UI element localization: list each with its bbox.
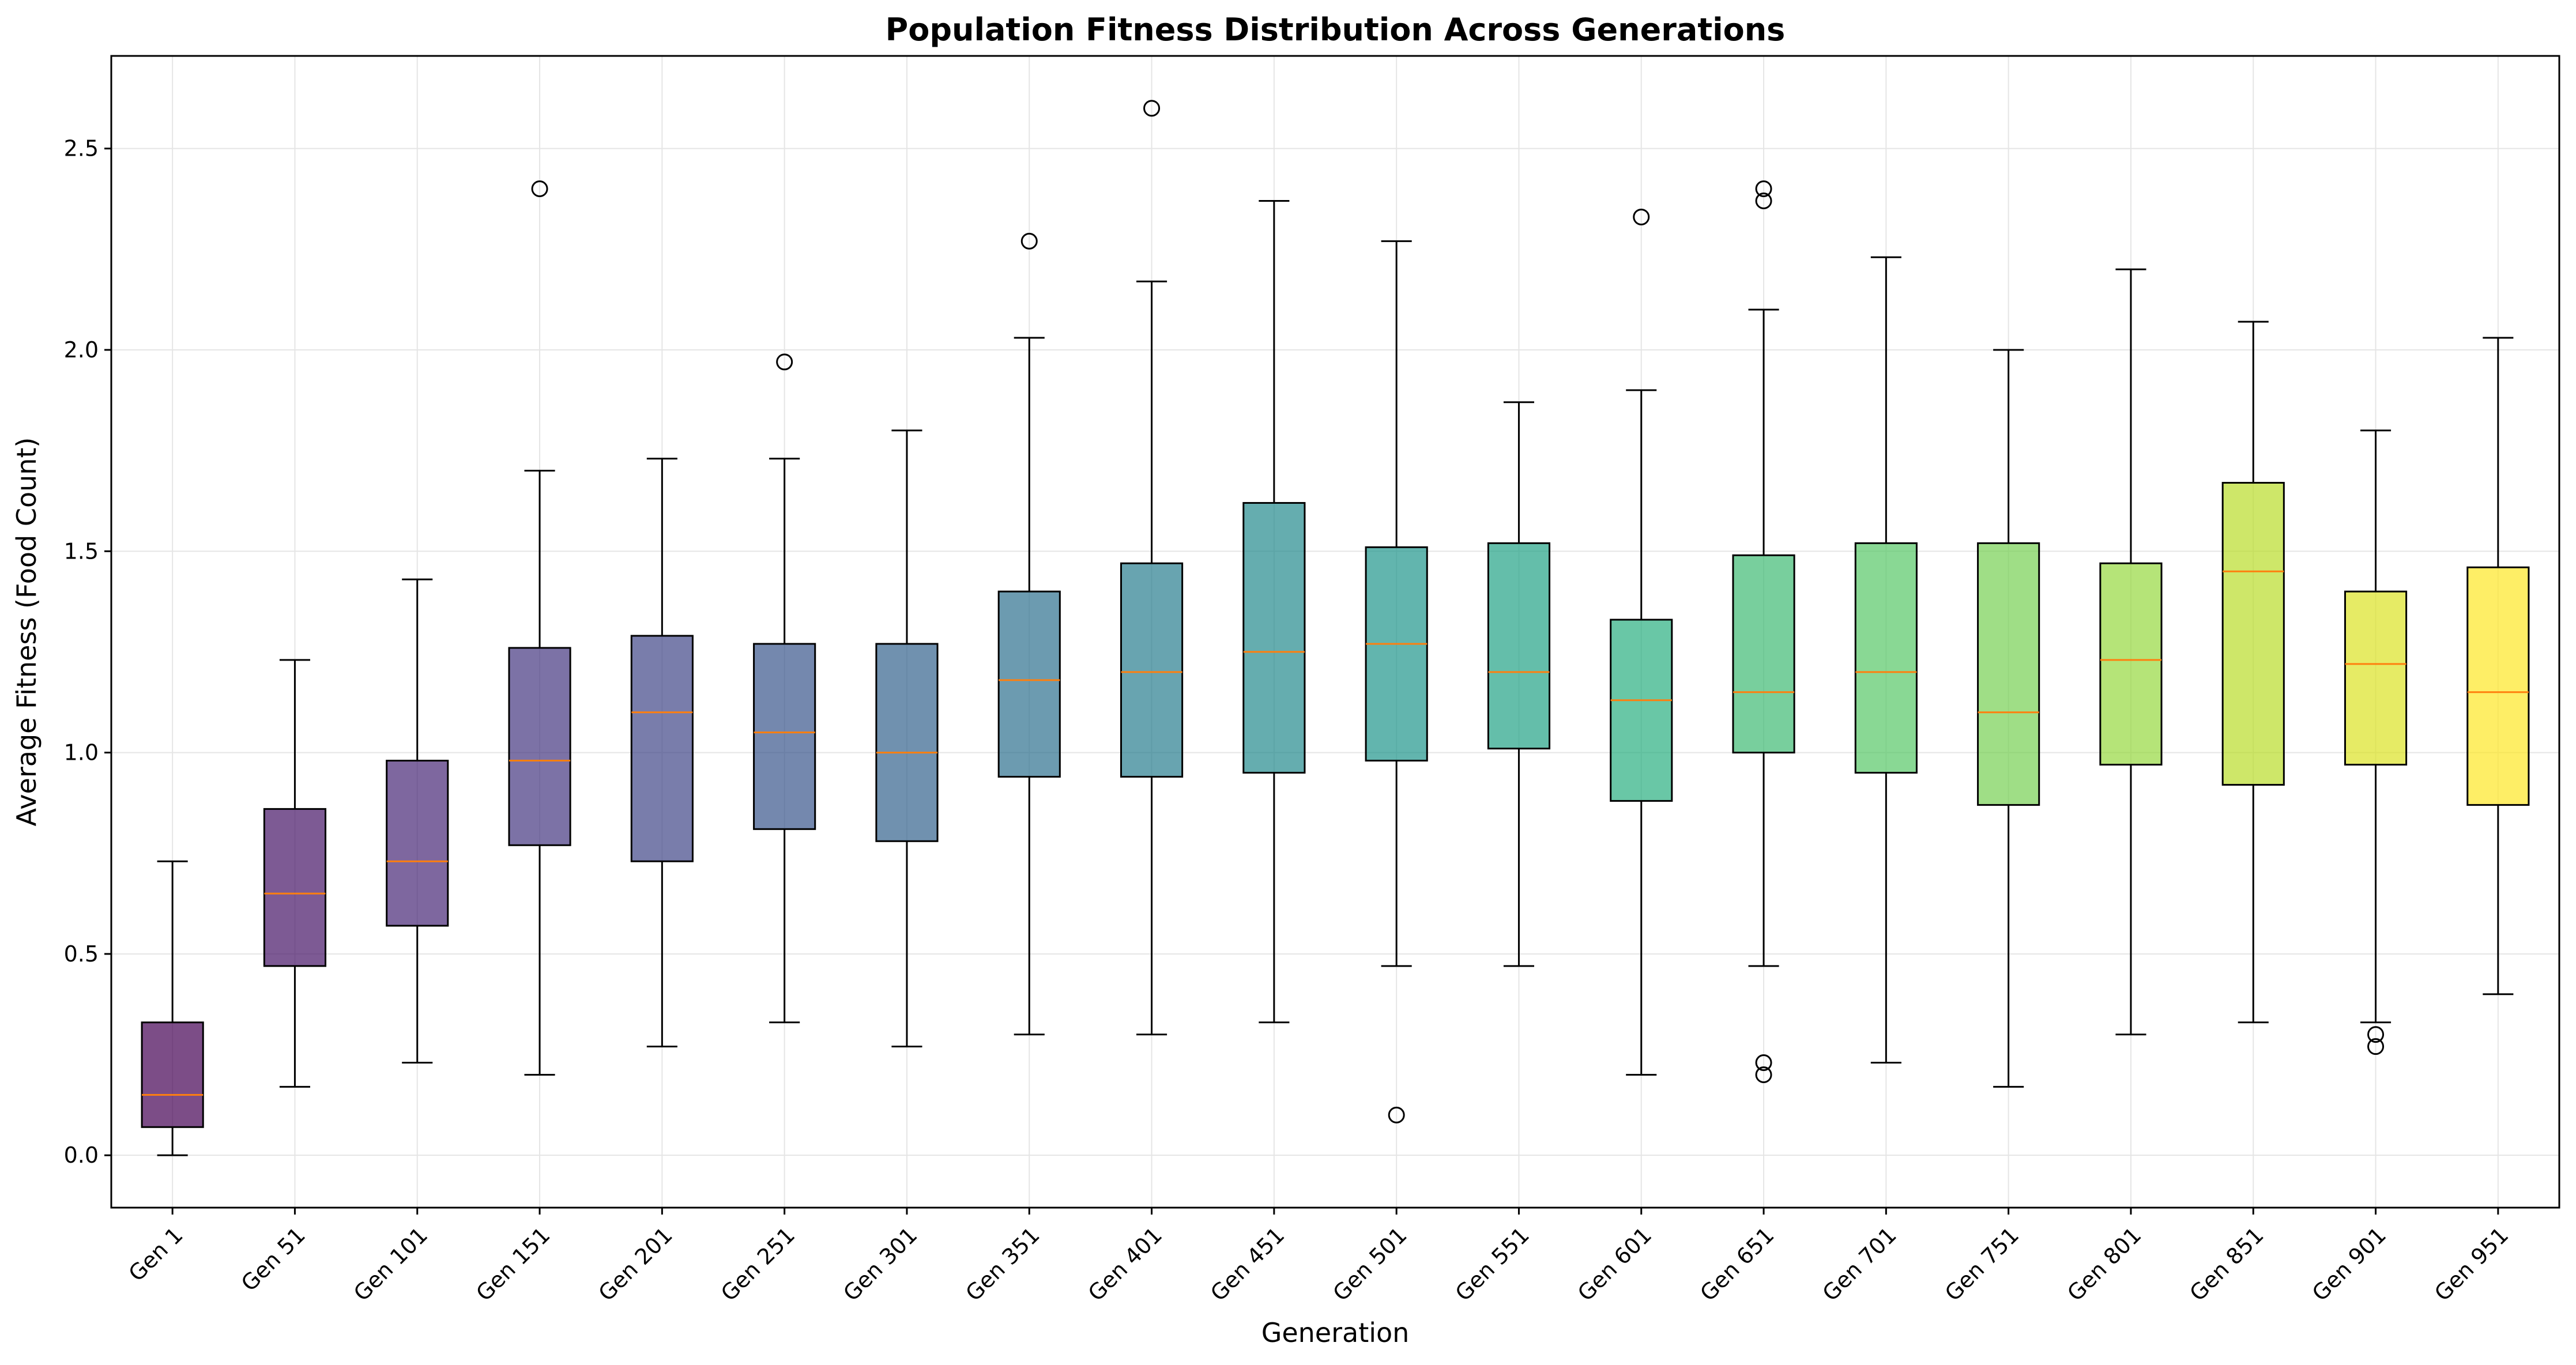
box-18 (2221, 320, 2285, 1024)
outlier-point (1755, 1054, 1772, 1072)
box-3 (386, 578, 449, 1064)
box-15 (1854, 256, 1918, 1064)
plot-area-background (111, 56, 2559, 1208)
box-14 (1732, 180, 1795, 1083)
box-body (1732, 554, 1795, 754)
box-body (2466, 566, 2530, 806)
outlier-point (1143, 100, 1161, 117)
box-2 (263, 659, 327, 1088)
box-body (1854, 542, 1918, 774)
box-body (1120, 562, 1184, 778)
box-body (753, 643, 816, 830)
outlier-point (1633, 208, 1650, 225)
box-body (1487, 542, 1551, 750)
box-body (386, 760, 449, 927)
y-axis-label: Average Fitness (Food Count) (11, 438, 42, 827)
box-body (1977, 542, 2040, 806)
box-6 (753, 353, 816, 1024)
outlier-point (776, 353, 793, 371)
box-body (263, 808, 327, 967)
outlier-point (1388, 1106, 1405, 1123)
x-axis-label: Generation (1261, 1317, 1410, 1348)
y-tick-label: 0.0 (64, 1142, 99, 1168)
box-body (1610, 619, 1673, 802)
box-12 (1487, 401, 1551, 967)
box-body (630, 635, 694, 862)
box-body (2344, 590, 2408, 766)
box-body (1365, 546, 1428, 762)
box-body (2099, 562, 2163, 766)
outlier-point (2367, 1026, 2385, 1043)
y-tick-label: 1.5 (64, 538, 99, 564)
y-tick-label: 2.5 (64, 136, 99, 161)
box-20 (2466, 337, 2530, 996)
box-9 (1120, 100, 1184, 1036)
plot-area-frame (110, 55, 2560, 1209)
box-body (997, 590, 1061, 778)
outlier-point (1755, 1066, 1772, 1083)
box-19 (2344, 429, 2408, 1055)
box-11 (1365, 240, 1428, 1123)
box-body (2221, 482, 2285, 786)
box-series (141, 100, 2530, 1156)
box-7 (875, 429, 939, 1048)
y-tick-label: 2.0 (64, 337, 99, 363)
box-body (1242, 501, 1306, 774)
box-8 (997, 232, 1061, 1036)
box-4 (508, 180, 571, 1076)
outlier-point (2367, 1038, 2385, 1055)
box-body (508, 647, 571, 846)
box-16 (1977, 349, 2040, 1088)
outlier-point (1755, 180, 1772, 198)
y-axis-ticks: 0.0 0.5 1.0 1.5 2.0 2.5 (64, 136, 111, 1168)
outlier-point (1755, 192, 1772, 209)
box-body (141, 1021, 204, 1128)
outlier-point (1020, 232, 1038, 250)
box-1 (141, 860, 204, 1156)
box-5 (630, 458, 694, 1048)
y-tick-label: 0.5 (64, 941, 99, 967)
box-13 (1610, 208, 1673, 1076)
chart-title: Population Fitness Distribution Across G… (886, 12, 1786, 48)
y-tick-label: 1.0 (64, 740, 99, 766)
box-10 (1242, 199, 1306, 1024)
box-body (875, 643, 939, 842)
outlier-point (531, 180, 548, 198)
box-17 (2099, 268, 2163, 1036)
